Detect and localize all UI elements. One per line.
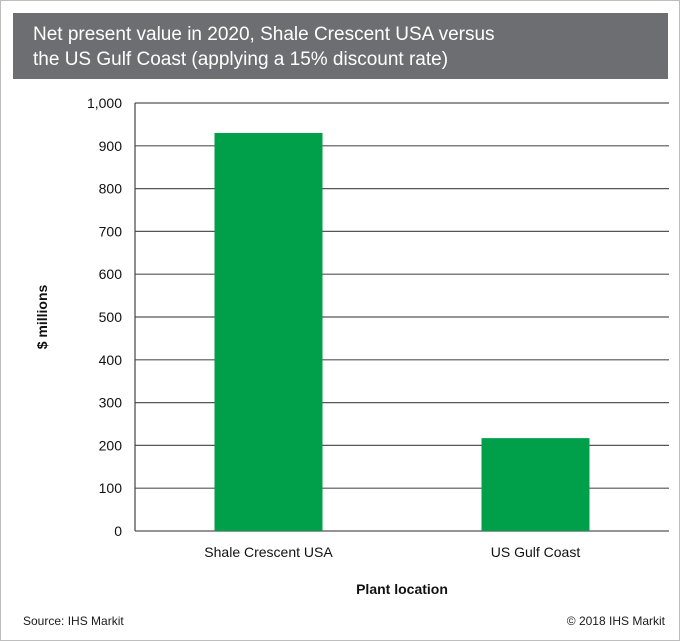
y-axis-label: $ millions — [34, 285, 50, 350]
y-tick-label: 600 — [99, 266, 123, 282]
bar — [214, 132, 323, 531]
y-tick-label: 900 — [99, 138, 123, 154]
x-axis-label: Plant location — [356, 581, 448, 597]
y-tick-label: 400 — [99, 352, 123, 368]
x-tick-label: Shale Crescent USA — [204, 544, 333, 560]
y-tick-label: 100 — [99, 480, 123, 496]
chart-footer: Source: IHS Markit © 2018 IHS Markit — [23, 614, 665, 628]
y-tick-label: 200 — [99, 437, 123, 453]
bar — [481, 438, 590, 531]
chart-title-line-2: the US Gulf Coast (applying a 15% discou… — [33, 49, 449, 70]
y-tick-label: 500 — [99, 309, 123, 325]
chart-title: Net present value in 2020, Shale Crescen… — [13, 13, 668, 79]
y-tick-label: 1,000 — [87, 95, 122, 111]
chart-title-line-1: Net present value in 2020, Shale Crescen… — [33, 24, 495, 45]
y-tick-label: 300 — [99, 395, 123, 411]
y-tick-label: 0 — [114, 523, 122, 539]
copyright-note: © 2018 IHS Markit — [566, 614, 665, 628]
y-tick-label: 800 — [99, 181, 123, 197]
y-tick-label: 700 — [99, 223, 123, 239]
source-note: Source: IHS Markit — [23, 614, 124, 628]
x-tick-label: US Gulf Coast — [491, 544, 581, 560]
